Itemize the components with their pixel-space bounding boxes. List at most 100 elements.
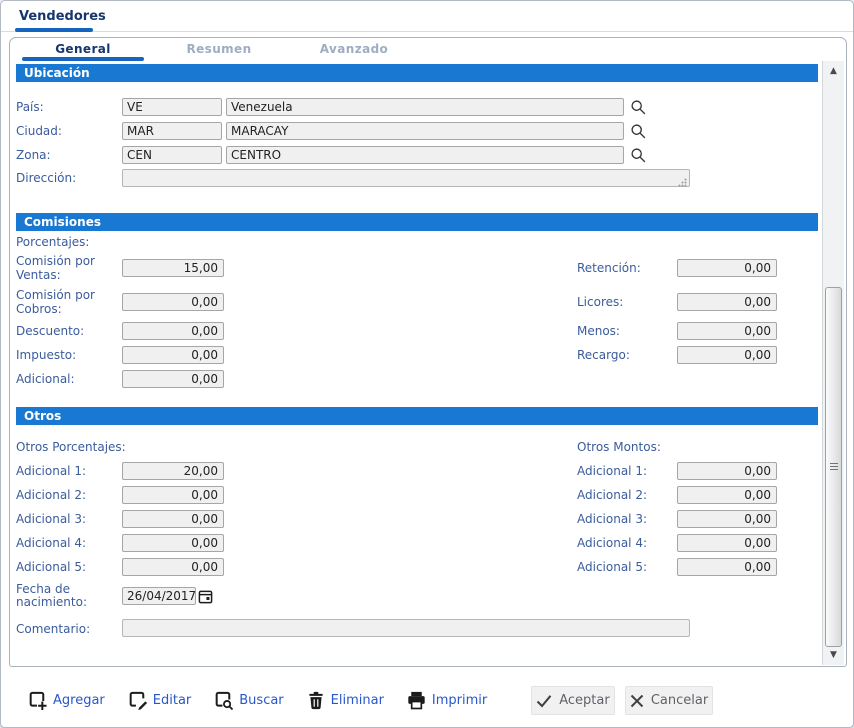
- tab-general[interactable]: General: [55, 42, 111, 56]
- vertical-scrollbar[interactable]: ▲ ▼: [822, 61, 844, 665]
- section-header-comisiones: Comisiones: [16, 213, 818, 231]
- form-content: Ubicación País: Ciudad: Zona:: [16, 62, 818, 637]
- retencion-label: Retención:: [577, 261, 641, 275]
- otros-montos-label: Otros Montos:: [577, 440, 661, 454]
- scroll-down-arrow-icon[interactable]: ▼: [830, 650, 837, 660]
- editar-button[interactable]: Editar: [127, 690, 192, 711]
- add-record-icon: [29, 691, 47, 710]
- menos-input[interactable]: [677, 322, 777, 340]
- zona-search-button[interactable]: [630, 147, 647, 164]
- otros-monto-adicional3-label: Adicional 3:: [577, 512, 648, 526]
- title-underline: [15, 28, 93, 32]
- retencion-input[interactable]: [677, 259, 777, 277]
- otros-pct-adicional2-input[interactable]: [122, 486, 224, 504]
- comisiones-row-3: Descuento: Menos:: [16, 319, 818, 343]
- otros-group-row: Otros Porcentajes: Otros Montos:: [16, 439, 818, 455]
- descuento-label: Descuento:: [16, 324, 85, 338]
- impuesto-label: Impuesto:: [16, 348, 77, 362]
- editar-label: Editar: [152, 693, 192, 708]
- calendar-button[interactable]: [198, 589, 213, 604]
- pais-search-button[interactable]: [630, 99, 647, 116]
- recargo-label: Recargo:: [577, 348, 630, 362]
- impuesto-input[interactable]: [122, 346, 224, 364]
- comentario-row: Comentario:: [16, 619, 818, 637]
- otros-monto-adicional3-input[interactable]: [677, 510, 777, 528]
- otros-pct-adicional4-input[interactable]: [122, 534, 224, 552]
- imprimir-button[interactable]: Imprimir: [406, 690, 487, 711]
- form-panel: General Resumen Avanzado ▲ ▼ Ubicación P…: [9, 37, 847, 667]
- active-tab-underline: [22, 57, 144, 61]
- section-header-otros: Otros: [16, 407, 818, 425]
- tab-avanzado[interactable]: Avanzado: [319, 42, 389, 56]
- aceptar-button[interactable]: Aceptar: [531, 686, 615, 715]
- otros-pct-adicional3-label: Adicional 3:: [16, 512, 87, 526]
- otros-pct-adicional3-input[interactable]: [122, 510, 224, 528]
- printer-icon: [408, 691, 425, 710]
- otros-monto-adicional4-label: Adicional 4:: [577, 536, 648, 550]
- comentario-label: Comentario:: [16, 622, 91, 636]
- zona-name-input[interactable]: [226, 146, 624, 164]
- otros-pct-adicional1-input[interactable]: [122, 462, 224, 480]
- otros-monto-adicional4-input[interactable]: [677, 534, 777, 552]
- otros-pct-adicional5-input[interactable]: [122, 558, 224, 576]
- licores-input[interactable]: [677, 293, 777, 311]
- adicional-label: Adicional:: [16, 372, 75, 386]
- comentario-textarea[interactable]: [122, 619, 690, 637]
- window-header: Vendedores: [1, 1, 853, 33]
- adicional-input[interactable]: [122, 370, 224, 388]
- otros-pct-adicional1-label: Adicional 1:: [16, 464, 87, 478]
- check-icon: [537, 694, 552, 707]
- comisiones-row-1: Comisión por Ventas: Retención:: [16, 251, 818, 285]
- scrollbar-thumb[interactable]: [825, 287, 842, 647]
- tab-resumen[interactable]: Resumen: [186, 42, 252, 56]
- ciudad-name-input[interactable]: [226, 122, 624, 140]
- otros-monto-adicional1-input[interactable]: [677, 462, 777, 480]
- tabstrip: General Resumen Avanzado: [10, 38, 846, 61]
- search-record-icon: [215, 691, 234, 711]
- cancelar-label: Cancelar: [650, 693, 709, 708]
- otros-monto-adicional5-label: Adicional 5:: [577, 560, 648, 574]
- otros-pct-adicional2-label: Adicional 2:: [16, 488, 87, 502]
- descuento-input[interactable]: [122, 322, 224, 340]
- pais-code-input[interactable]: [122, 98, 222, 116]
- otros-row-4: Adicional 4: Adicional 4:: [16, 531, 818, 555]
- agregar-button[interactable]: Agregar: [27, 690, 105, 711]
- ciudad-code-input[interactable]: [122, 122, 222, 140]
- direccion-label: Dirección:: [16, 171, 77, 185]
- fecha-nacimiento-label: Fecha de nacimiento:: [16, 582, 87, 609]
- otros-monto-adicional1-label: Adicional 1:: [577, 464, 648, 478]
- comision-ventas-label: Comisión por Ventas:: [16, 254, 95, 282]
- pais-label: País:: [16, 99, 44, 114]
- licores-label: Licores:: [577, 295, 624, 309]
- aceptar-label: Aceptar: [559, 693, 610, 708]
- otros-pct-adicional4-label: Adicional 4:: [16, 536, 87, 550]
- fecha-nacimiento-row: Fecha de nacimiento:: [16, 579, 818, 613]
- recargo-input[interactable]: [677, 346, 777, 364]
- bottom-toolbar: Agregar Editar Buscar Eliminar Imprimir …: [1, 673, 853, 727]
- comision-cobros-input[interactable]: [122, 293, 224, 311]
- ciudad-search-button[interactable]: [630, 123, 647, 140]
- otros-row-5: Adicional 5: Adicional 5:: [16, 555, 818, 579]
- cancelar-button[interactable]: Cancelar: [625, 686, 713, 715]
- edit-record-icon: [129, 691, 147, 711]
- direccion-textarea[interactable]: [122, 169, 690, 187]
- buscar-button[interactable]: Buscar: [213, 690, 284, 711]
- comisiones-row-2: Comisión por Cobros: Licores:: [16, 285, 818, 319]
- menos-label: Menos:: [577, 324, 620, 338]
- header-divider: [1, 31, 853, 32]
- zona-code-input[interactable]: [122, 146, 222, 164]
- eliminar-button[interactable]: Eliminar: [306, 690, 384, 711]
- otros-monto-adicional5-input[interactable]: [677, 558, 777, 576]
- comision-cobros-label: Comisión por Cobros:: [16, 288, 95, 316]
- otros-monto-adicional2-input[interactable]: [677, 486, 777, 504]
- direccion-row: Dirección:: [16, 169, 818, 190]
- imprimir-label: Imprimir: [431, 693, 488, 708]
- pais-name-input[interactable]: [226, 98, 624, 116]
- search-icon: [631, 123, 646, 138]
- fecha-nacimiento-input[interactable]: [122, 587, 196, 605]
- resize-grip-icon[interactable]: [678, 178, 687, 187]
- trash-icon: [308, 691, 323, 710]
- comision-ventas-input[interactable]: [122, 259, 224, 277]
- scroll-up-arrow-icon[interactable]: ▲: [830, 66, 837, 76]
